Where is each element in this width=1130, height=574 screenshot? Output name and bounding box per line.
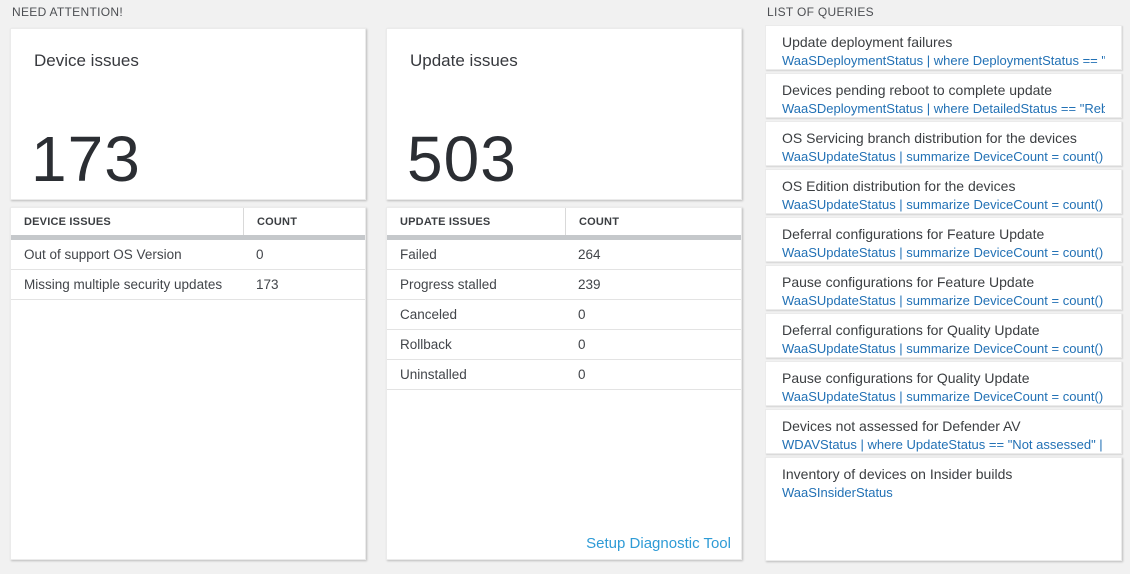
query-list-item[interactable]: Pause configurations for Feature Update … xyxy=(765,265,1122,310)
query-title: OS Edition distribution for the devices xyxy=(782,178,1016,194)
query-code: WaaSDeploymentStatus | where DeploymentS… xyxy=(782,53,1105,68)
query-code: WaaSDeploymentStatus | where DetailedSta… xyxy=(782,101,1105,116)
table-row[interactable]: Canceled 0 xyxy=(387,300,741,330)
device-count-column-header: COUNT xyxy=(243,208,365,235)
query-list-item[interactable]: Update deployment failures WaaSDeploymen… xyxy=(765,25,1122,70)
query-title: Inventory of devices on Insider builds xyxy=(782,466,1013,482)
query-list-item[interactable]: Devices pending reboot to complete updat… xyxy=(765,73,1122,118)
issue-label: Canceled xyxy=(400,307,458,322)
update-issues-table-panel: UPDATE ISSUES COUNT Failed 264 Progress … xyxy=(386,207,742,560)
device-issues-tile-title: Device issues xyxy=(34,51,139,70)
device-issues-table-header: DEVICE ISSUES COUNT xyxy=(11,208,365,235)
query-list-item[interactable]: Deferral configurations for Quality Upda… xyxy=(765,313,1122,358)
query-code: WaaSUpdateStatus | summarize DeviceCount… xyxy=(782,197,1105,212)
device-issues-table-panel: DEVICE ISSUES COUNT Out of support OS Ve… xyxy=(10,207,366,560)
update-issues-tile-title: Update issues xyxy=(410,51,518,70)
query-list-item[interactable]: OS Servicing branch distribution for the… xyxy=(765,121,1122,166)
table-header-divider xyxy=(387,235,741,240)
query-code: WaaSUpdateStatus | summarize DeviceCount… xyxy=(782,245,1105,260)
issue-count: 0 xyxy=(256,247,264,262)
need-attention-section-label: NEED ATTENTION! xyxy=(12,5,123,19)
query-code: WaaSUpdateStatus | summarize DeviceCount… xyxy=(782,341,1105,356)
table-row[interactable]: Out of support OS Version 0 xyxy=(11,240,365,270)
issue-label: Failed xyxy=(400,247,437,262)
query-title: Pause configurations for Quality Update xyxy=(782,370,1030,386)
query-title: Devices pending reboot to complete updat… xyxy=(782,82,1053,98)
query-list-item[interactable]: Inventory of devices on Insider builds W… xyxy=(765,457,1122,561)
query-code: WaaSUpdateStatus | summarize DeviceCount… xyxy=(782,293,1105,308)
query-title: Update deployment failures xyxy=(782,34,953,50)
table-header-divider xyxy=(11,235,365,240)
issue-count: 173 xyxy=(256,277,279,292)
query-code: WDAVStatus | where UpdateStatus == "Not … xyxy=(782,437,1105,452)
table-row[interactable]: Rollback 0 xyxy=(387,330,741,360)
query-title: Devices not assessed for Defender AV xyxy=(782,418,1021,434)
setup-diagnostic-tool-link[interactable]: Setup Diagnostic Tool xyxy=(586,535,731,552)
query-title: Deferral configurations for Quality Upda… xyxy=(782,322,1040,338)
query-title: Deferral configurations for Feature Upda… xyxy=(782,226,1045,242)
issue-count: 264 xyxy=(578,247,601,262)
update-issues-tile[interactable]: Update issues 503 xyxy=(386,28,742,200)
query-list-item[interactable]: Deferral configurations for Feature Upda… xyxy=(765,217,1122,262)
table-row[interactable]: Progress stalled 239 xyxy=(387,270,741,300)
query-title: Pause configurations for Feature Update xyxy=(782,274,1035,290)
issue-label: Missing multiple security updates xyxy=(24,277,223,292)
query-list: Update deployment failures WaaSDeploymen… xyxy=(765,25,1122,561)
update-issues-table-header: UPDATE ISSUES COUNT xyxy=(387,208,741,235)
issue-count: 0 xyxy=(578,337,586,352)
issue-label: Uninstalled xyxy=(400,367,467,382)
issue-count: 239 xyxy=(578,277,601,292)
query-list-item[interactable]: OS Edition distribution for the devices … xyxy=(765,169,1122,214)
query-code: WaaSUpdateStatus | summarize DeviceCount… xyxy=(782,389,1105,404)
query-code: WaaSInsiderStatus xyxy=(782,485,893,500)
table-row[interactable]: Missing multiple security updates 173 xyxy=(11,270,365,300)
query-title: OS Servicing branch distribution for the… xyxy=(782,130,1077,146)
device-issues-column-header: DEVICE ISSUES xyxy=(24,215,111,228)
table-row[interactable]: Failed 264 xyxy=(387,240,741,270)
list-of-queries-section-label: LIST OF QUERIES xyxy=(767,5,874,19)
issue-count: 0 xyxy=(578,307,586,322)
update-count-column-header: COUNT xyxy=(565,208,741,235)
issue-label: Out of support OS Version xyxy=(24,247,182,262)
table-row[interactable]: Uninstalled 0 xyxy=(387,360,741,390)
issue-label: Progress stalled xyxy=(400,277,497,292)
update-issues-column-header: UPDATE ISSUES xyxy=(400,215,491,228)
query-code: WaaSUpdateStatus | summarize DeviceCount… xyxy=(782,149,1105,164)
device-issues-count: 173 xyxy=(31,123,141,195)
issue-count: 0 xyxy=(578,367,586,382)
query-list-item[interactable]: Devices not assessed for Defender AV WDA… xyxy=(765,409,1122,454)
device-issues-tile[interactable]: Device issues 173 xyxy=(10,28,366,200)
update-issues-count: 503 xyxy=(407,123,517,195)
query-list-item[interactable]: Pause configurations for Quality Update … xyxy=(765,361,1122,406)
issue-label: Rollback xyxy=(400,337,452,352)
